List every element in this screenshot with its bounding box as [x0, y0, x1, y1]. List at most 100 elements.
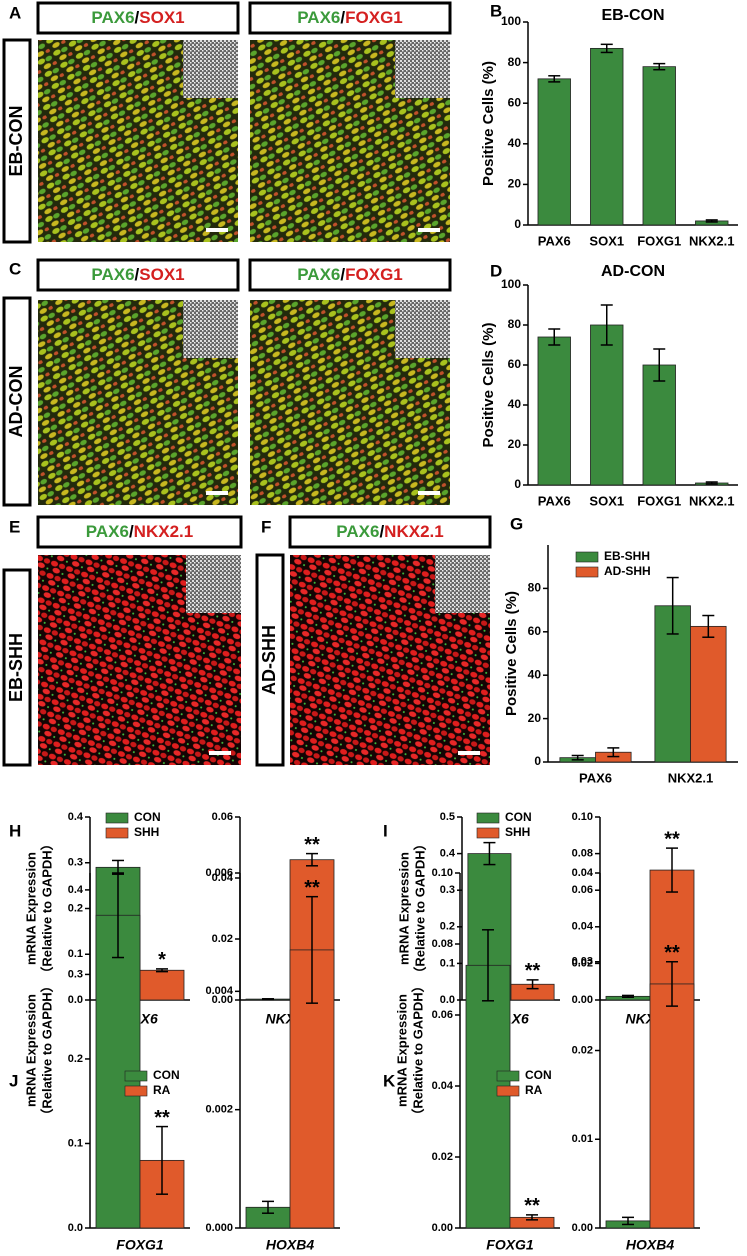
y-tick-label: 80 [528, 581, 542, 595]
row-label: EB-CON [6, 106, 26, 177]
y-tick-label: 0.4 [68, 811, 84, 823]
y-tick-label: 0.06 [432, 1009, 453, 1021]
image-header: PAX6/FOXG1 [297, 265, 403, 284]
y-tick-label: 20 [508, 437, 522, 451]
y-tick-label: 0.5 [440, 811, 455, 823]
legend-label: CON [525, 1068, 552, 1082]
micrograph-inset [186, 555, 241, 613]
significance: ** [525, 960, 541, 982]
x-tick-label: FOXG1 [486, 1237, 534, 1253]
legend-label: CON [505, 810, 532, 824]
y-tick-label: 0.01 [572, 1133, 593, 1145]
significance: ** [664, 828, 680, 850]
panel-letter: I [383, 821, 388, 840]
y-tick-label: 0.2 [68, 902, 83, 914]
scale-bar [458, 751, 480, 755]
legend-swatch [476, 812, 500, 824]
panel-letter: J [9, 1071, 18, 1090]
image-header-part: PAX6 [297, 8, 340, 27]
y-tick-label: 0.04 [572, 921, 594, 933]
y-tick-label: 0.3 [68, 857, 83, 869]
bar [642, 66, 676, 226]
y-tick-label: 0.0 [440, 994, 455, 1006]
y-tick-label: 0.00 [572, 1222, 593, 1234]
y-tick-label: 0.03 [572, 956, 593, 968]
y-tick-label: 60 [508, 357, 522, 371]
image-header-box [36, 1, 240, 35]
panel-letter: F [261, 517, 271, 536]
x-tick-label: SOX1 [589, 233, 624, 248]
y-tick-label: 0.000 [205, 1222, 233, 1234]
image-header-part: SOX1 [139, 265, 184, 284]
y-tick-label: 0.002 [205, 1104, 233, 1116]
y-tick-label: 0.2 [68, 1053, 83, 1065]
y-tick-label: 40 [528, 667, 542, 681]
row-label-box [2, 568, 32, 767]
image-header: PAX6/NKX2.1 [86, 522, 193, 541]
micrograph-inset [395, 300, 450, 358]
y-axis-label: （Relative to GAPDH） [410, 979, 425, 1121]
image-header-part: PAX6 [336, 522, 379, 541]
image-header-part: / [135, 265, 140, 284]
legend-swatch [575, 551, 599, 563]
bar [590, 47, 624, 226]
image-header: PAX6/NKX2.1 [336, 522, 443, 541]
x-tick-label: HOXB4 [626, 1237, 674, 1253]
image-header-box [36, 515, 243, 549]
legend-swatch [496, 1085, 520, 1097]
legend-label: RA [525, 1083, 543, 1097]
image-header-part: PAX6 [91, 8, 134, 27]
image-header-part: FOXG1 [345, 8, 403, 27]
image-header-part: / [379, 522, 384, 541]
y-tick-label: 0.02 [572, 1044, 593, 1056]
legend-label: RA [153, 1083, 171, 1097]
x-tick-label: PAX6 [538, 493, 571, 508]
y-axis-label: Positive Cells (%) [480, 322, 497, 447]
image-header-box [248, 258, 452, 292]
significance: ** [304, 877, 320, 899]
significance: ** [154, 1107, 170, 1129]
row-label-box [255, 553, 285, 767]
legend-label: CON [134, 810, 161, 824]
y-tick-label: 0.4 [440, 848, 456, 860]
panel-letter: B [490, 1, 502, 20]
significance: ** [664, 942, 680, 964]
x-tick-label: SOX1 [589, 493, 624, 508]
x-tick-label: PAX6 [538, 233, 571, 248]
legend-label: EB-SHH [604, 549, 650, 563]
x-tick-label: PAX6 [579, 770, 612, 785]
bar [465, 964, 511, 1229]
y-tick-label: 0.06 [572, 884, 593, 896]
scale-bar [206, 228, 228, 232]
significance: ** [304, 834, 320, 856]
y-tick-label: 0.00 [572, 994, 593, 1006]
bar [649, 983, 695, 1229]
legend-swatch [105, 812, 129, 824]
x-tick-label: NKX2.1 [689, 233, 735, 248]
y-tick-label: 100 [501, 14, 521, 28]
image-header-part: SOX1 [139, 8, 184, 27]
legend-swatch [124, 1085, 148, 1097]
bar [690, 625, 727, 763]
y-tick-label: 0.02 [572, 957, 593, 969]
legend-label: SHH [505, 825, 530, 839]
y-axis-label: mRNA Expression [23, 994, 38, 1107]
y-tick-label: 40 [508, 136, 522, 150]
panel-letter: E [9, 517, 20, 536]
image-header-part: PAX6 [91, 265, 134, 284]
y-tick-label: 0.08 [432, 938, 453, 950]
legend-label: CON [153, 1068, 180, 1082]
y-axis-label: Positive Cells (%) [503, 591, 520, 716]
legend-swatch [124, 1070, 148, 1082]
image-header-part: / [129, 522, 134, 541]
row-label: AD-SHH [259, 625, 279, 695]
y-tick-label: 60 [508, 95, 522, 109]
image-header-box [288, 515, 492, 549]
image-header: PAX6/SOX1 [91, 8, 184, 27]
y-axis-label: （Relative to GAPDH） [39, 979, 54, 1121]
y-tick-label: 0.3 [440, 884, 455, 896]
panel-letter: G [510, 514, 523, 533]
image-header-part: PAX6 [297, 265, 340, 284]
image-header-part: / [340, 8, 345, 27]
